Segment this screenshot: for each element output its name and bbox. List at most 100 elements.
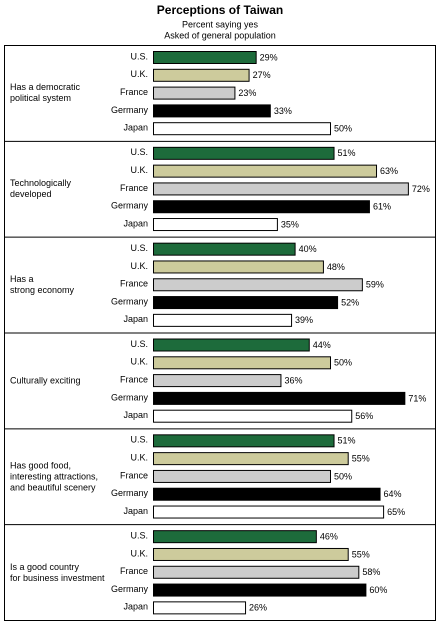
series-label: Japan	[123, 218, 148, 228]
value-label: 65%	[387, 507, 405, 517]
value-label: 52%	[341, 297, 359, 307]
value-label: 50%	[334, 124, 352, 134]
value-label: 26%	[249, 603, 267, 613]
bar	[153, 313, 293, 327]
value-label: 36%	[284, 375, 302, 385]
bar	[153, 104, 271, 118]
bar	[153, 122, 331, 136]
bar	[153, 565, 360, 579]
bar	[153, 452, 349, 466]
bar	[153, 296, 339, 310]
category-label: Has good food, interesting attractions, …	[10, 460, 99, 493]
value-label: 59%	[366, 280, 384, 290]
series-label: France	[120, 566, 148, 576]
category-label: Culturally exciting	[10, 375, 81, 386]
value-label: 72%	[412, 184, 430, 194]
chart-subtitle: Asked of general population	[164, 30, 276, 40]
value-label: 55%	[352, 454, 370, 464]
value-label: 46%	[320, 532, 338, 542]
series-label: France	[120, 183, 148, 193]
series-label: U.K.	[130, 453, 148, 463]
category-label: Is a good country for business investmen…	[10, 561, 105, 583]
bar	[153, 583, 367, 597]
value-label: 55%	[352, 549, 370, 559]
series-label: Japan	[123, 410, 148, 420]
series-label: France	[120, 87, 148, 97]
chart-subtitle: Percent saying yes	[182, 19, 259, 29]
bar	[153, 487, 381, 501]
bar	[153, 146, 335, 160]
bar	[153, 68, 250, 82]
value-label: 39%	[295, 315, 313, 325]
bar	[153, 469, 331, 483]
value-label: 63%	[380, 166, 398, 176]
value-label: 40%	[299, 244, 317, 254]
bar	[153, 374, 282, 388]
series-label: Germany	[111, 201, 149, 211]
value-label: 33%	[274, 106, 292, 116]
value-label: 51%	[338, 148, 356, 158]
series-label: Japan	[123, 314, 148, 324]
value-label: 35%	[281, 219, 299, 229]
bar	[153, 182, 409, 196]
series-label: U.S.	[130, 435, 148, 445]
bar	[153, 164, 378, 178]
series-label: Germany	[111, 105, 149, 115]
series-label: France	[120, 374, 148, 384]
series-label: Japan	[123, 123, 148, 133]
series-label: France	[120, 279, 148, 289]
bar	[153, 391, 406, 405]
series-label: U.K.	[130, 165, 148, 175]
value-label: 60%	[369, 585, 387, 595]
series-label: U.S.	[130, 51, 148, 61]
value-label: 61%	[373, 202, 391, 212]
bar	[153, 434, 335, 448]
bar	[153, 278, 363, 292]
series-label: U.K.	[130, 69, 148, 79]
bar	[153, 200, 370, 214]
chart-title: Perceptions of Taiwan	[157, 3, 283, 17]
bar	[153, 338, 310, 352]
bar	[153, 86, 236, 100]
value-label: 48%	[327, 262, 345, 272]
series-label: U.S.	[130, 531, 148, 541]
bar	[153, 530, 317, 544]
category-label: Technologically developed	[10, 178, 72, 200]
series-label: Germany	[111, 584, 149, 594]
value-label: 56%	[355, 411, 373, 421]
value-label: 29%	[260, 52, 278, 62]
series-label: U.K.	[130, 261, 148, 271]
value-label: 71%	[408, 393, 426, 403]
value-label: 64%	[384, 489, 402, 499]
value-label: 51%	[338, 436, 356, 446]
series-label: Japan	[123, 506, 148, 516]
value-label: 23%	[238, 88, 256, 98]
category-label: Has a democratic political system	[10, 82, 81, 104]
bar	[153, 242, 296, 256]
series-label: Germany	[111, 296, 149, 306]
series-label: U.S.	[130, 243, 148, 253]
value-label: 58%	[362, 567, 380, 577]
bar	[153, 260, 324, 274]
bar	[153, 505, 385, 519]
bar	[153, 51, 257, 64]
value-label: 50%	[334, 358, 352, 368]
series-label: U.S.	[130, 339, 148, 349]
value-label: 50%	[334, 471, 352, 481]
value-label: 27%	[253, 70, 271, 80]
bar	[153, 356, 331, 370]
series-label: Germany	[111, 488, 149, 498]
series-label: U.K.	[130, 548, 148, 558]
series-label: U.K.	[130, 357, 148, 367]
series-label: France	[120, 470, 148, 480]
series-label: U.S.	[130, 147, 148, 157]
category-label: Has a strong economy	[10, 274, 75, 296]
bar	[153, 601, 247, 615]
bar	[153, 218, 278, 232]
bar	[153, 547, 349, 561]
series-label: Germany	[111, 392, 149, 402]
series-label: Japan	[123, 602, 148, 612]
value-label: 44%	[313, 340, 331, 350]
